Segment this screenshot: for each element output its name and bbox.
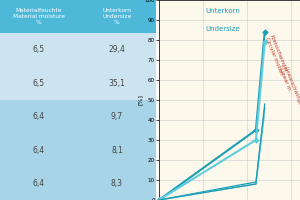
Bar [78,67,156,100]
Text: 9,7: 9,7 [111,112,123,121]
Bar [78,0,156,33]
Bar [78,100,156,133]
Bar [0,133,78,167]
Text: Undersize: Undersize [205,26,240,32]
Bar [0,33,78,67]
Bar [0,67,78,100]
Text: 8,3: 8,3 [111,179,123,188]
Text: 6,5: 6,5 [33,79,45,88]
Text: 6,4: 6,4 [33,112,45,121]
Text: Linearschwinger
Linear m.: Linearschwinger Linear m. [278,66,300,110]
Text: 6,4: 6,4 [33,145,45,154]
Text: 8,1: 8,1 [111,145,123,154]
Bar [0,100,78,133]
Bar [0,0,78,33]
Text: 29,4: 29,4 [109,45,125,54]
Bar [0,167,78,200]
Text: 35,1: 35,1 [109,79,125,88]
Bar [78,33,156,67]
Text: 6,5: 6,5 [33,45,45,54]
Text: Unterkorn
Undersize
%: Unterkorn Undersize % [102,8,132,25]
Y-axis label: [%]: [%] [138,95,143,105]
Text: Unterkorn: Unterkorn [205,8,240,14]
Bar [78,133,156,167]
Text: Materialfeuchte
Material moisture
%: Materialfeuchte Material moisture % [13,8,65,25]
Text: Kreisschwinger
Circular motion: Kreisschwinger Circular motion [264,34,289,76]
Text: 6,4: 6,4 [33,179,45,188]
Bar [78,167,156,200]
